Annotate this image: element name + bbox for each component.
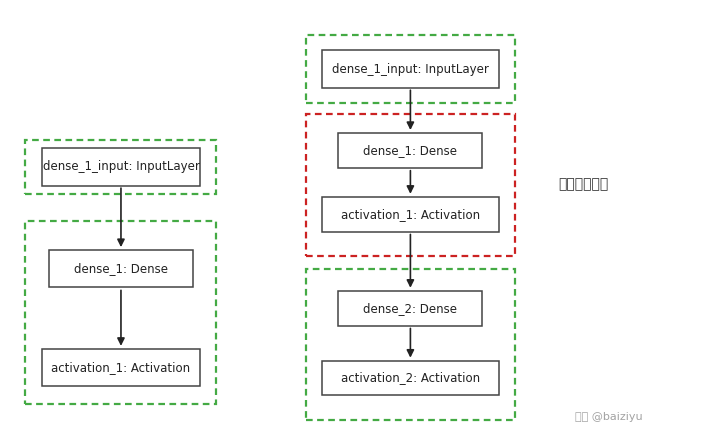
Text: activation_1: Activation: activation_1: Activation — [341, 208, 480, 221]
FancyBboxPatch shape — [42, 349, 200, 386]
FancyBboxPatch shape — [323, 361, 498, 395]
Bar — [306, 114, 515, 256]
Text: dense_1: Dense: dense_1: Dense — [74, 262, 168, 275]
Bar — [25, 140, 216, 194]
Bar — [306, 35, 515, 103]
Bar — [25, 221, 216, 404]
Text: dense_1: Dense: dense_1: Dense — [364, 144, 457, 157]
FancyBboxPatch shape — [323, 197, 498, 232]
Text: activation_2: Activation: activation_2: Activation — [341, 371, 480, 385]
Text: activation_1: Activation: activation_1: Activation — [51, 361, 191, 374]
Bar — [306, 269, 515, 420]
Text: 知乎 @baiziyu: 知乎 @baiziyu — [575, 413, 642, 422]
FancyBboxPatch shape — [338, 133, 482, 168]
Text: dense_1_input: InputLayer: dense_1_input: InputLayer — [332, 62, 489, 76]
FancyBboxPatch shape — [49, 250, 193, 288]
FancyBboxPatch shape — [323, 51, 498, 87]
Text: 增加的隐藏层: 增加的隐藏层 — [558, 177, 608, 191]
Text: dense_1_input: InputLayer: dense_1_input: InputLayer — [42, 160, 199, 173]
FancyBboxPatch shape — [42, 149, 200, 185]
Text: dense_2: Dense: dense_2: Dense — [364, 302, 457, 315]
FancyBboxPatch shape — [338, 291, 482, 326]
